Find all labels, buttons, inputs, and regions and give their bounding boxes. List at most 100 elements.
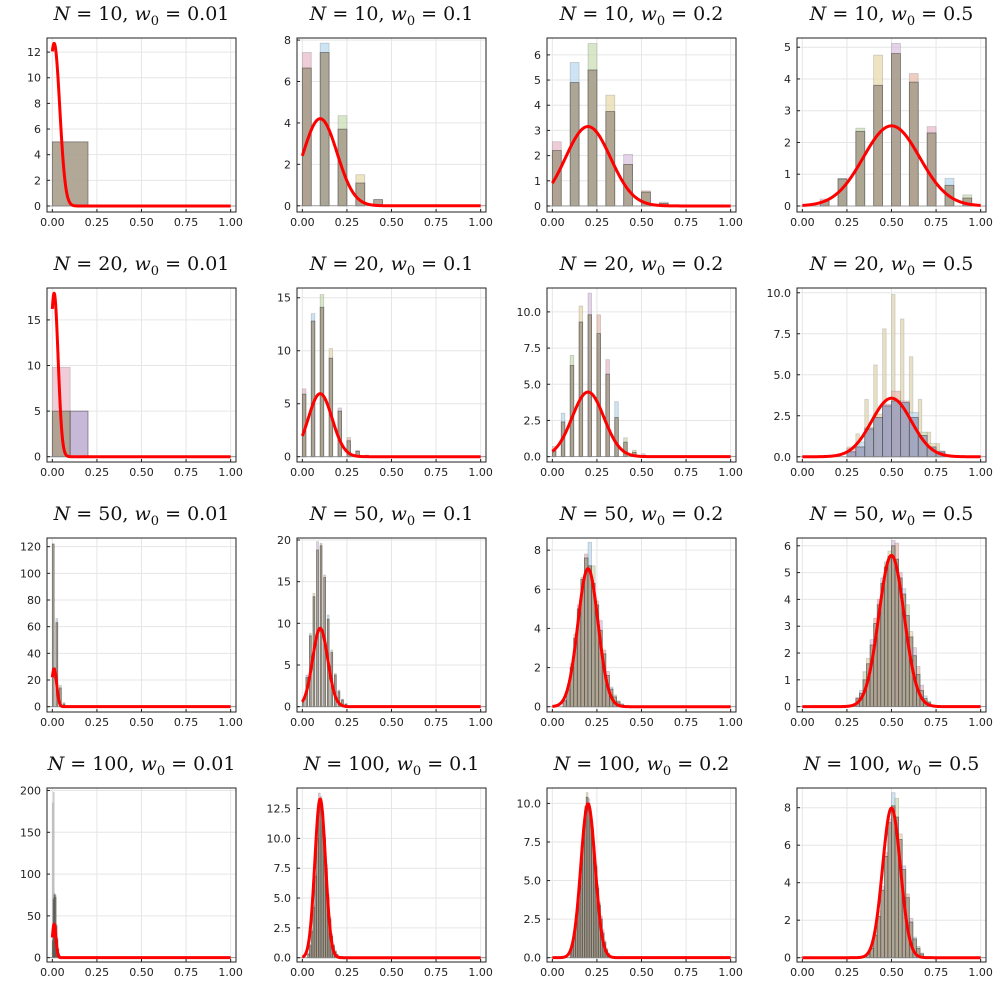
subplot-13: N = 100, w0 = 0.010.00 0.25 0.50 0.75 1.0005…	[20, 753, 243, 979]
x-tick-label: 0.50	[879, 216, 904, 229]
x-tick-label: 0.25	[335, 716, 360, 729]
y-tick-label: 6	[534, 583, 541, 596]
title-part: 20	[854, 253, 878, 275]
subplot-title: N = 50, w0 = 0.2	[559, 503, 724, 529]
histogram-bar	[614, 417, 619, 458]
x-tick-label: 0.75	[924, 966, 949, 979]
y-tick-label: 6	[784, 839, 791, 852]
title-part: 20	[98, 253, 122, 275]
y-tick-label: 5.0	[524, 875, 542, 888]
density-curve	[50, 667, 232, 709]
title-part: =	[576, 253, 604, 275]
title-part: ,	[885, 753, 897, 775]
y-tick-label: 8	[534, 544, 541, 557]
y-tick-label: 0	[34, 451, 41, 464]
title-part: ,	[122, 503, 134, 525]
x-tick-label: 0.00	[540, 716, 565, 729]
y-tick-label: 2.5	[774, 410, 792, 423]
title-part: N	[303, 753, 322, 775]
title-part: 100	[348, 753, 384, 775]
title-part: w	[141, 753, 157, 775]
title-part: N	[53, 253, 72, 275]
title-part: =	[70, 503, 98, 525]
y-tick-label: 2	[784, 914, 791, 927]
title-part: 0	[657, 14, 665, 29]
title-part: =	[820, 753, 848, 775]
y-tick-label: 50	[27, 910, 41, 923]
subplot-title: N = 10, w0 = 0.2	[559, 3, 724, 29]
title-part: 0	[407, 514, 415, 529]
x-tick-label: 0.50	[879, 716, 904, 729]
x-tick-label: 1.00	[718, 466, 743, 479]
title-part: N	[309, 503, 328, 525]
title-part: w	[891, 503, 907, 525]
y-tick-label: 5	[284, 659, 291, 672]
x-tick-label: 0.50	[379, 716, 404, 729]
y-tick-label: 10	[27, 72, 41, 85]
title-part: 0.5	[943, 3, 973, 25]
y-tick-label: 1	[784, 168, 791, 181]
x-tick-label: 0.25	[835, 716, 860, 729]
x-tick-label: 0.50	[629, 466, 654, 479]
histogram-bar	[873, 84, 883, 207]
subplot-2: N = 10, w0 = 0.10.00 0.25 0.50 0.75 1.000246…	[284, 3, 493, 229]
title-part: w	[647, 753, 663, 775]
title-part: ,	[378, 3, 390, 25]
y-tick-label: 2	[784, 136, 791, 149]
x-tick-label: 0.25	[835, 216, 860, 229]
subplot-8: N = 20, w0 = 0.50.00 0.25 0.50 0.75 1.000.02…	[767, 253, 993, 479]
title-part: 50	[98, 503, 122, 525]
x-tick-label: 0.50	[129, 716, 154, 729]
histogram-bar	[69, 410, 89, 458]
title-part: 0.2	[699, 753, 729, 775]
subplot-16: N = 100, w0 = 0.50.00 0.25 0.50 0.75 1.00024…	[784, 753, 993, 979]
x-tick-label: 0.25	[835, 966, 860, 979]
title-part: w	[641, 3, 657, 25]
y-tick-label: 6	[34, 123, 41, 136]
x-tick-label: 1.00	[968, 466, 993, 479]
title-part: 0.2	[693, 503, 723, 525]
title-part: =	[326, 503, 354, 525]
density-curve	[801, 553, 982, 709]
title-part: 0	[407, 14, 415, 29]
x-tick-label: 0.25	[335, 966, 360, 979]
y-tick-label: 0.0	[524, 451, 542, 464]
y-tick-label: 6	[534, 49, 541, 62]
title-part: =	[326, 3, 354, 25]
title-part: 0	[657, 264, 665, 279]
title-part: N	[559, 503, 578, 525]
y-tick-label: 2	[534, 150, 541, 163]
histogram-bar	[310, 320, 316, 458]
x-tick-label: 0.75	[424, 216, 449, 229]
title-part: =	[915, 253, 943, 275]
x-tick-label: 0.75	[924, 466, 949, 479]
x-tick-label: 0.00	[40, 716, 65, 729]
title-part: ,	[378, 503, 390, 525]
title-part: 0.5	[943, 503, 973, 525]
subplot-3: N = 10, w0 = 0.20.00 0.25 0.50 0.75 1.000123…	[534, 3, 743, 229]
y-tick-label: 40	[27, 647, 41, 660]
y-tick-label: 60	[27, 621, 41, 634]
y-tick-label: 5	[34, 405, 41, 418]
x-tick-label: 0.00	[540, 966, 565, 979]
subplot-10: N = 50, w0 = 0.10.00 0.25 0.50 0.75 1.000510…	[277, 503, 493, 729]
title-part: 0.1	[449, 753, 479, 775]
x-tick-label: 0.75	[424, 716, 449, 729]
title-part: N	[809, 503, 828, 525]
title-part: N	[53, 3, 72, 25]
y-tick-label: 5.0	[274, 892, 292, 905]
title-part: N	[559, 3, 578, 25]
x-tick-label: 0.25	[85, 966, 110, 979]
title-part: 10	[98, 3, 122, 25]
x-tick-label: 0.50	[379, 216, 404, 229]
x-tick-label: 0.25	[585, 466, 610, 479]
title-part: N	[559, 253, 578, 275]
title-part: 0	[151, 14, 159, 29]
x-tick-label: 1.00	[968, 716, 993, 729]
title-part: 10	[354, 3, 378, 25]
title-part: =	[915, 503, 943, 525]
x-tick-label: 1.00	[718, 716, 743, 729]
y-tick-label: 2.5	[524, 913, 542, 926]
title-part: 0.01	[193, 753, 235, 775]
x-tick-label: 0.00	[540, 466, 565, 479]
